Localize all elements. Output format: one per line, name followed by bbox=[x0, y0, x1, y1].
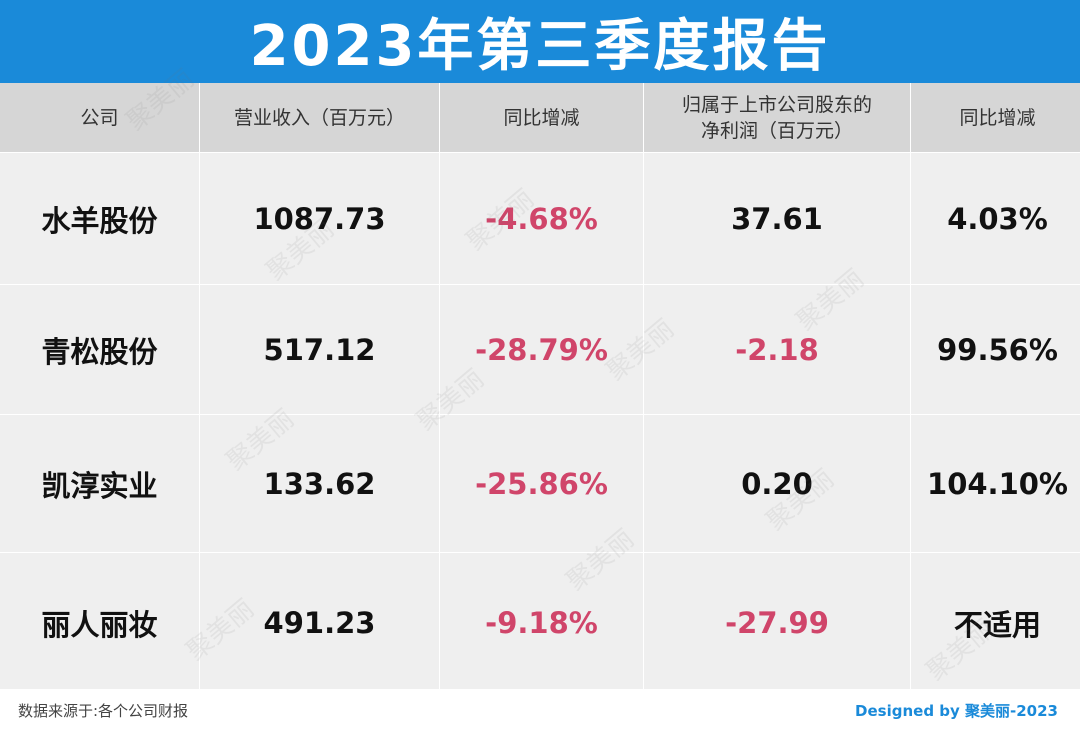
profit-yoy-value: 4.03% bbox=[911, 153, 1080, 284]
revenue-value: 1087.73 bbox=[200, 153, 439, 284]
data-source-note: 数据来源于:各个公司财报 bbox=[18, 702, 189, 720]
revenue-value: 491.23 bbox=[200, 553, 439, 693]
revenue-yoy-value: -28.79% bbox=[440, 285, 643, 414]
revenue-value: 517.12 bbox=[200, 285, 439, 414]
profit-yoy-value: 99.56% bbox=[911, 285, 1080, 414]
company-name: 凯淳实业 bbox=[0, 415, 199, 552]
header-revenue-yoy: 同比增减 bbox=[440, 83, 643, 152]
revenue-value: 133.62 bbox=[200, 415, 439, 552]
profit-value: -2.18 bbox=[644, 285, 910, 414]
revenue-yoy-value: -25.86% bbox=[440, 415, 643, 552]
designer-credit: Designed by 聚美丽-2023 bbox=[855, 702, 1058, 720]
company-name: 水羊股份 bbox=[0, 153, 199, 284]
profit-value: 0.20 bbox=[644, 415, 910, 552]
header-company: 公司 bbox=[0, 83, 199, 152]
page-title: 2023年第三季度报告 bbox=[249, 14, 831, 79]
header-profit-yoy: 同比增减 bbox=[911, 83, 1080, 152]
header-net-profit-line2: 净利润（百万元） bbox=[700, 119, 853, 142]
revenue-yoy-value: -9.18% bbox=[440, 553, 643, 693]
profit-value: 37.61 bbox=[644, 153, 910, 284]
profit-yoy-value: 104.10% bbox=[911, 415, 1080, 552]
company-name: 青松股份 bbox=[0, 285, 199, 414]
profit-value: -27.99 bbox=[644, 553, 910, 693]
report-table: 公司 营业收入（百万元） 同比增减 归属于上市公司股东的 净利润（百万元） 同比… bbox=[0, 83, 1080, 693]
profit-yoy-value: 不适用 bbox=[911, 553, 1080, 693]
title-bar: 2023年第三季度报告 bbox=[0, 0, 1080, 83]
revenue-yoy-value: -4.68% bbox=[440, 153, 643, 284]
header-net-profit: 归属于上市公司股东的 净利润（百万元） bbox=[644, 83, 910, 152]
header-net-profit-line1: 归属于上市公司股东的 bbox=[681, 93, 872, 116]
footer: 数据来源于:各个公司财报 Designed by 聚美丽-2023 bbox=[0, 689, 1080, 731]
header-revenue: 营业收入（百万元） bbox=[200, 83, 439, 152]
company-name: 丽人丽妆 bbox=[0, 553, 199, 693]
